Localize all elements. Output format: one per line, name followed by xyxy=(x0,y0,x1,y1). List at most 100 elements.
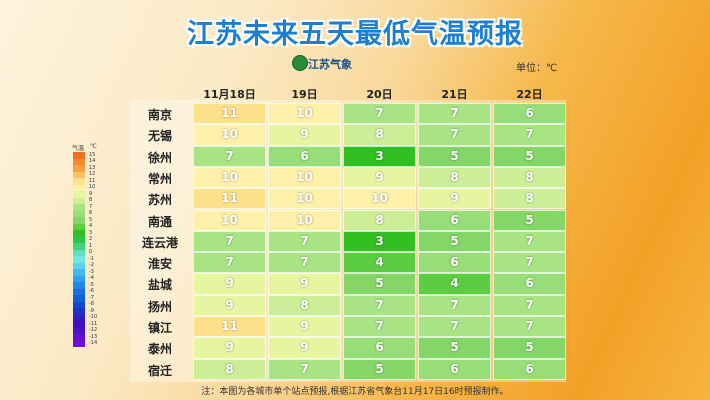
temp-cell: 9 xyxy=(193,273,266,295)
temp-cell: 7 xyxy=(493,316,566,338)
legend-label: 13 xyxy=(89,164,96,171)
legend-swatch xyxy=(73,314,85,321)
temp-cell: 6 xyxy=(268,145,341,167)
logo-icon xyxy=(292,55,308,71)
city-label: 连云港 xyxy=(141,235,178,250)
legend-label: 3 xyxy=(89,229,93,236)
temp-cell: 7 xyxy=(418,294,491,316)
legend-swatch xyxy=(73,340,85,347)
legend-label: -12 xyxy=(89,327,98,333)
legend-swatch xyxy=(73,301,85,308)
temp-cell: 5 xyxy=(493,209,566,231)
temp-cell: 8 xyxy=(493,188,566,210)
legend-label: 14 xyxy=(89,158,96,164)
legend-unit: ℃ xyxy=(90,143,97,150)
temp-cell: 9 xyxy=(418,188,491,210)
temp-cell: 7 xyxy=(268,252,341,274)
legend-label: 9 xyxy=(89,190,93,197)
temp-cell: 5 xyxy=(343,273,416,295)
legend-swatch xyxy=(73,178,85,185)
city-label: 常州 xyxy=(147,171,172,186)
legend-label: -7 xyxy=(89,294,94,301)
city-label: 淮安 xyxy=(147,257,172,272)
temp-cell: 7 xyxy=(418,103,491,125)
temp-cell: 4 xyxy=(343,252,416,274)
legend-swatch xyxy=(73,243,85,250)
temp-cell: 7 xyxy=(493,230,566,253)
column-header: 21日 xyxy=(441,88,468,101)
temp-cell: 4 xyxy=(418,273,491,295)
legend-swatch xyxy=(73,249,85,256)
legend-label: 2 xyxy=(89,236,93,242)
city-label: 盐城 xyxy=(147,278,172,293)
column-header: 22日 xyxy=(516,88,543,101)
legend-label: -1 xyxy=(89,255,94,262)
temp-cell: 8 xyxy=(343,209,416,231)
city-label: 镇江 xyxy=(147,321,172,335)
city-label: 苏州 xyxy=(147,193,172,208)
temp-cell: 9 xyxy=(193,337,266,359)
temp-cell: 9 xyxy=(268,316,341,338)
city-label: 南京 xyxy=(147,108,172,122)
legend-swatch xyxy=(73,236,85,243)
legend-label: 7 xyxy=(89,203,93,210)
legend-label: 6 xyxy=(89,210,93,216)
temp-cell: 7 xyxy=(343,294,416,316)
legend-label: -5 xyxy=(89,281,94,288)
legend-swatch xyxy=(73,288,85,295)
legend-swatch xyxy=(73,308,85,315)
temp-cell: 8 xyxy=(493,166,566,189)
legend-swatch xyxy=(73,295,85,302)
temp-cell: 10 xyxy=(268,188,341,210)
legend-label: 8 xyxy=(89,197,93,203)
legend-label: -6 xyxy=(89,288,94,294)
column-header: 11月18日 xyxy=(203,88,256,101)
temp-cell: 5 xyxy=(493,145,566,167)
temp-cell: 6 xyxy=(418,209,491,231)
temp-cell: 9 xyxy=(193,294,266,316)
logo: 江苏气象 xyxy=(308,58,352,71)
temp-cell: 10 xyxy=(343,188,416,210)
legend-label: 1 xyxy=(89,242,93,249)
temp-cell: 7 xyxy=(193,230,266,253)
legend-swatch xyxy=(73,275,85,282)
temp-cell: 8 xyxy=(343,124,416,146)
city-label: 无锡 xyxy=(147,129,172,144)
temp-cell: 9 xyxy=(268,124,341,146)
legend-swatch xyxy=(73,217,85,224)
legend-swatch xyxy=(73,223,85,230)
legend-swatch xyxy=(73,282,85,289)
temp-cell: 6 xyxy=(493,103,566,125)
temp-cell: 10 xyxy=(193,124,266,146)
legend-label: -2 xyxy=(89,262,94,268)
legend-label: 10 xyxy=(89,184,96,190)
temp-cell: 7 xyxy=(418,124,491,146)
temp-cell: 7 xyxy=(268,230,341,253)
temp-cell: 7 xyxy=(493,294,566,316)
legend-label: -4 xyxy=(89,275,94,281)
temp-cell: 6 xyxy=(343,337,416,359)
city-label: 徐州 xyxy=(147,150,172,165)
temp-cell: 9 xyxy=(268,337,341,359)
temp-cell: 8 xyxy=(193,358,266,380)
unit: 单位：℃ xyxy=(516,63,558,74)
temp-cell: 10 xyxy=(193,166,266,189)
legend-swatch xyxy=(73,152,85,159)
column-header: 20日 xyxy=(366,88,393,101)
city-label: 宿迁 xyxy=(147,363,172,378)
legend-label: 11 xyxy=(89,177,96,184)
temp-cell: 5 xyxy=(418,145,491,167)
temp-cell: 11 xyxy=(193,188,266,210)
legend-label: -9 xyxy=(89,307,94,314)
temp-cell: 8 xyxy=(418,166,491,189)
temp-cell: 10 xyxy=(268,166,341,189)
legend-label: 15 xyxy=(89,151,96,158)
legend-title: 气温 xyxy=(72,145,85,152)
legend-label: -10 xyxy=(89,314,98,320)
temp-cell: 11 xyxy=(193,103,266,125)
temp-cell: 7 xyxy=(493,252,566,274)
legend-label: -8 xyxy=(89,301,94,307)
legend-swatch xyxy=(73,269,85,276)
temp-cell: 8 xyxy=(268,294,341,316)
